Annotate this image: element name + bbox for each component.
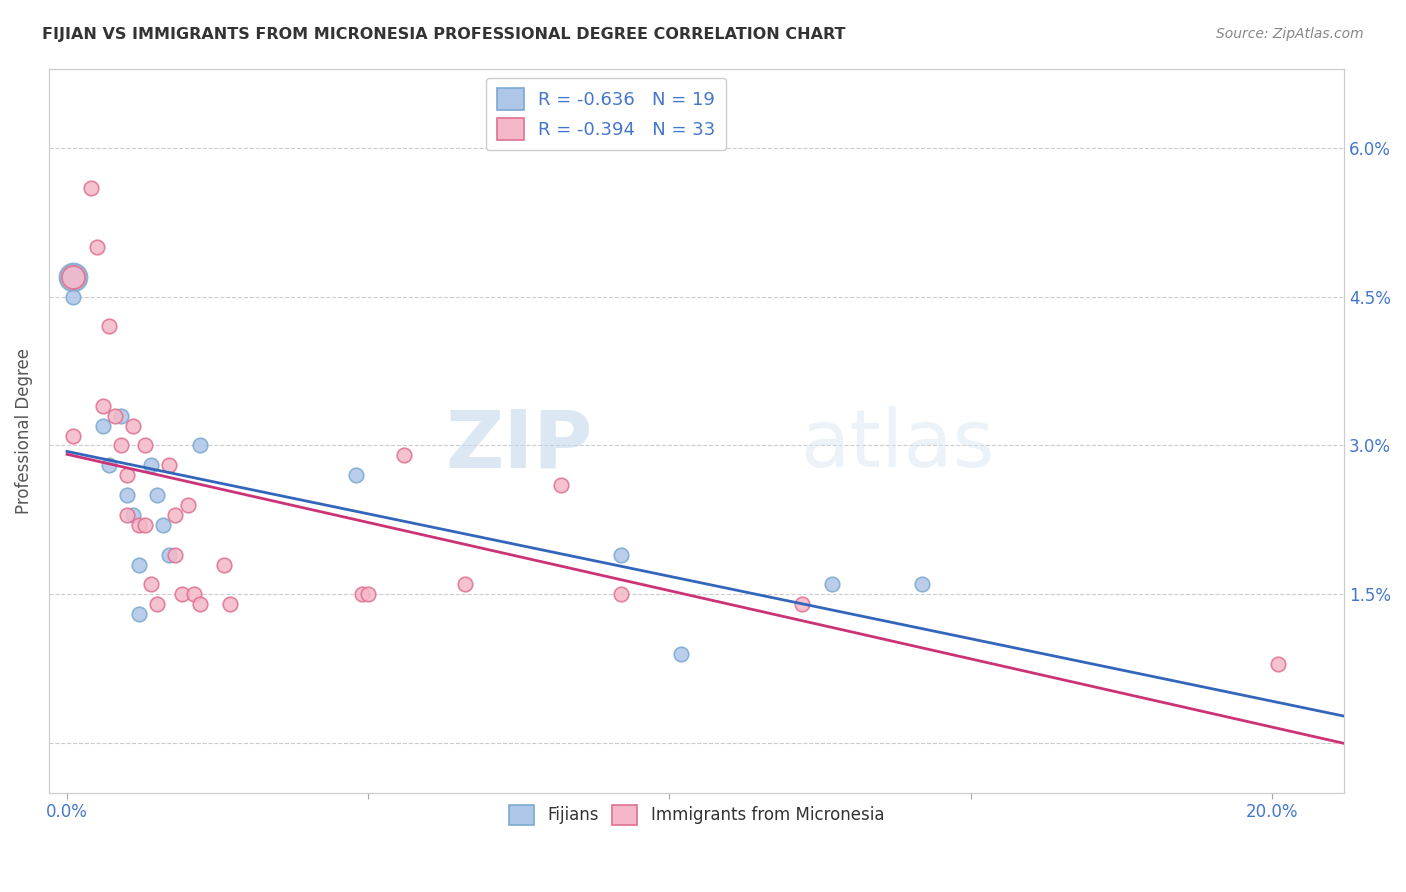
Point — [62, 290, 84, 304]
Point — [91, 418, 114, 433]
Point — [91, 399, 114, 413]
Point — [110, 438, 132, 452]
Point — [134, 438, 156, 452]
Point — [62, 269, 84, 284]
Point — [352, 587, 374, 601]
Point — [176, 498, 198, 512]
Point — [671, 647, 693, 661]
Text: Source: ZipAtlas.com: Source: ZipAtlas.com — [1216, 27, 1364, 41]
Point — [188, 597, 211, 611]
Point — [141, 577, 163, 591]
Point — [170, 587, 193, 601]
Point — [117, 468, 139, 483]
Point — [141, 458, 163, 473]
Point — [218, 597, 240, 611]
Point — [1267, 657, 1289, 671]
Point — [821, 577, 844, 591]
Point — [610, 548, 633, 562]
Point — [165, 548, 187, 562]
Text: atlas: atlas — [800, 406, 994, 484]
Point — [453, 577, 475, 591]
Point — [62, 269, 84, 284]
Point — [165, 508, 187, 522]
Point — [62, 428, 84, 442]
Point — [122, 508, 145, 522]
Y-axis label: Professional Degree: Professional Degree — [15, 348, 32, 514]
Point — [790, 597, 813, 611]
Text: FIJIAN VS IMMIGRANTS FROM MICRONESIA PROFESSIONAL DEGREE CORRELATION CHART: FIJIAN VS IMMIGRANTS FROM MICRONESIA PRO… — [42, 27, 845, 42]
Point — [146, 488, 169, 502]
Text: ZIP: ZIP — [446, 406, 593, 484]
Point — [146, 597, 169, 611]
Point — [134, 517, 156, 532]
Point — [128, 517, 150, 532]
Point — [128, 558, 150, 572]
Point — [344, 468, 367, 483]
Point — [128, 607, 150, 621]
Point — [80, 180, 103, 194]
Point — [394, 449, 416, 463]
Point — [117, 488, 139, 502]
Point — [152, 517, 174, 532]
Point — [110, 409, 132, 423]
Point — [86, 240, 108, 254]
Point — [357, 587, 380, 601]
Legend: Fijians, Immigrants from Micronesia: Fijians, Immigrants from Micronesia — [499, 795, 894, 835]
Point — [550, 478, 572, 492]
Point — [610, 587, 633, 601]
Point — [183, 587, 205, 601]
Point — [104, 409, 127, 423]
Point — [159, 458, 181, 473]
Point — [98, 458, 121, 473]
Point — [212, 558, 235, 572]
Point — [117, 508, 139, 522]
Point — [98, 319, 121, 334]
Point — [188, 438, 211, 452]
Point — [159, 548, 181, 562]
Point — [911, 577, 934, 591]
Point — [122, 418, 145, 433]
